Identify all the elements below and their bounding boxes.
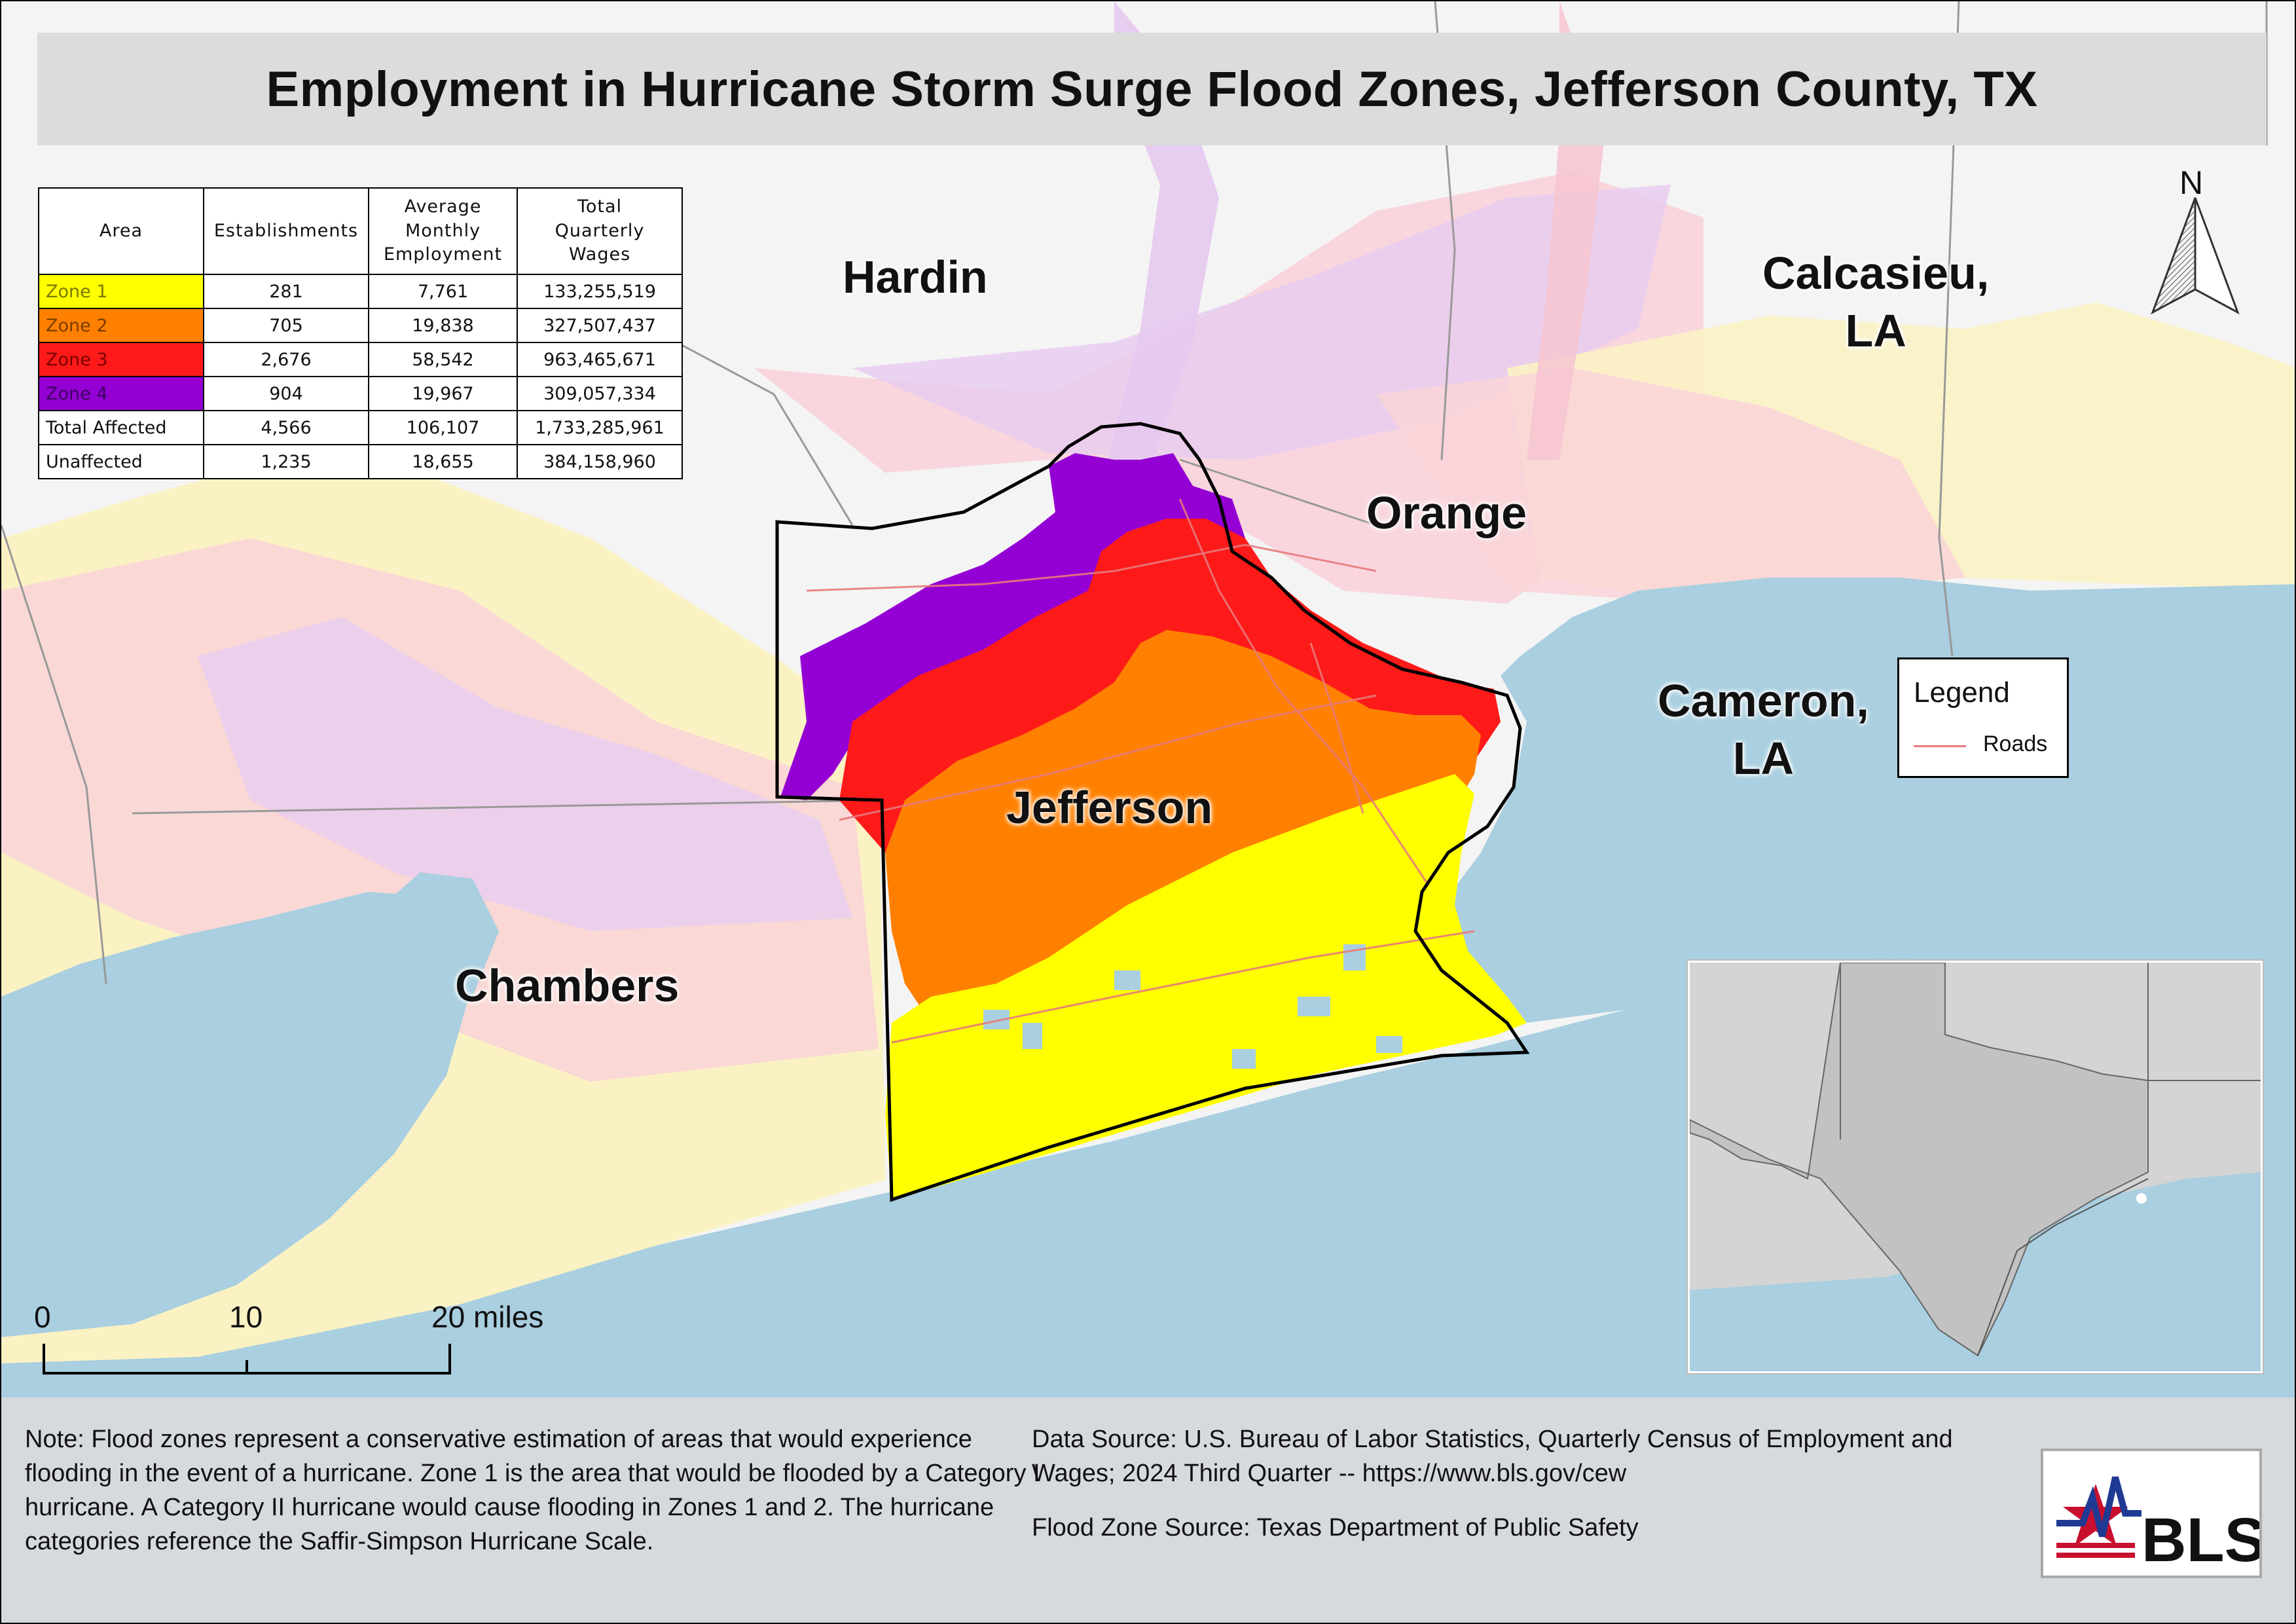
data-source-text: Data Source: U.S. Bureau of Labor Statis… — [1032, 1426, 1953, 1487]
cell-employment: 18,655 — [368, 444, 518, 479]
table-row: Zone 3 2,676 58,542 963,465,671 — [38, 342, 683, 377]
bls-logo-icon: BLS — [2041, 1449, 2266, 1578]
cell-wages: 963,465,671 — [517, 342, 683, 377]
cell-wages: 327,507,437 — [517, 308, 683, 343]
cell-establishments: 904 — [203, 376, 369, 411]
cell-area: Zone 3 — [38, 342, 204, 377]
label-hardin: Hardin — [843, 251, 988, 303]
zone1-area — [885, 774, 1527, 1200]
roads — [806, 498, 1475, 1044]
inset-coast-detail — [1977, 1178, 2149, 1356]
header-area: Area — [38, 187, 204, 275]
sabine-lake — [1442, 578, 2295, 1023]
table-row: Total Affected 4,566 106,107 1,733,285,961 — [38, 410, 683, 445]
jefferson-county-outline — [775, 422, 1530, 1202]
legend-item-roads: Roads — [1983, 731, 2048, 756]
cell-employment: 58,542 — [368, 342, 518, 377]
cell-area: Zone 1 — [38, 274, 204, 309]
cell-establishments: 705 — [203, 308, 369, 343]
scale-label-20: 20 miles — [431, 1300, 544, 1334]
inset-state-lines — [1840, 963, 2261, 1172]
employment-table: Area Establishments Average Monthly Empl… — [38, 187, 683, 479]
legend-road-line — [1914, 745, 1966, 747]
footer-panel — [1, 1397, 2295, 1623]
cell-wages: 133,255,519 — [517, 274, 683, 309]
pale-pink-east — [1376, 368, 1965, 604]
cell-wages: 309,057,334 — [517, 376, 683, 411]
north-letter: N — [2179, 164, 2204, 201]
header-employment: Average Monthly Employment — [368, 187, 518, 275]
galveston-bay — [1, 892, 473, 1337]
label-cameron: Cameron, LA — [1658, 675, 1869, 784]
inset-jefferson-marker — [2136, 1193, 2147, 1204]
cell-area: Zone 4 — [38, 376, 204, 411]
cell-wages: 1,733,285,961 — [517, 410, 683, 445]
inset-texas — [1690, 963, 2149, 1357]
label-jefferson: Jefferson — [1006, 782, 1213, 833]
label-orange: Orange — [1366, 487, 1527, 538]
cell-area: Total Affected — [38, 410, 204, 445]
legend-title: Legend — [1914, 676, 2010, 709]
cell-establishments: 1,235 — [203, 444, 369, 479]
scale-bar — [43, 1344, 451, 1375]
scale-label-0: 0 — [34, 1300, 51, 1334]
label-calcasieu: Calcasieu, LA — [1762, 248, 1990, 356]
interior-water — [983, 944, 1402, 1069]
cell-employment: 19,967 — [368, 376, 518, 411]
north-arrow-icon — [2151, 197, 2240, 315]
cell-area: Zone 2 — [38, 308, 204, 343]
header-establishments: Establishments — [203, 187, 369, 275]
table-header-row: Area Establishments Average Monthly Empl… — [38, 187, 683, 275]
cell-area: Unaffected — [38, 444, 204, 479]
legend-box: Legend Roads — [1897, 657, 2069, 778]
table-row: Zone 1 281 7,761 133,255,519 — [38, 274, 683, 309]
flood-zone-note: Note: Flood zones represent a conservati… — [25, 1426, 1040, 1555]
cell-employment: 19,838 — [368, 308, 518, 343]
boundary-lines — [1, 1, 2268, 984]
title-bar: Employment in Hurricane Storm Surge Floo… — [37, 33, 2267, 145]
flood-zone-source-text: Flood Zone Source: Texas Department of P… — [1032, 1514, 1639, 1541]
trinity-bay — [368, 872, 499, 1049]
cell-establishments: 281 — [203, 274, 369, 309]
inset-svg — [1690, 963, 2261, 1371]
pale-lavender-river — [1082, 1, 1219, 591]
header-wages: Total Quarterly Wages — [517, 187, 683, 275]
bls-logo-graphic: BLS — [2056, 1476, 2266, 1575]
table-row: Zone 4 904 19,967 309,057,334 — [38, 376, 683, 411]
cell-employment: 106,107 — [368, 410, 518, 445]
bls-logo-text: BLS — [2141, 1505, 2259, 1575]
cell-wages: 384,158,960 — [517, 444, 683, 479]
jefferson-flood-zones — [780, 453, 1527, 1200]
cell-employment: 7,761 — [368, 274, 518, 309]
map-title: Employment in Hurricane Storm Surge Floo… — [266, 61, 2038, 117]
zone2-area — [885, 630, 1481, 1023]
table-row: Unaffected 1,235 18,655 384,158,960 — [38, 444, 683, 479]
cell-establishments: 2,676 — [203, 342, 369, 377]
inset-locator-map — [1686, 959, 2264, 1375]
cell-establishments: 4,566 — [203, 410, 369, 445]
scale-label-10: 10 — [229, 1300, 263, 1334]
table-row: Zone 2 705 19,838 327,507,437 — [38, 308, 683, 343]
pale-lavender-west — [198, 617, 852, 931]
label-chambers: Chambers — [455, 960, 680, 1011]
